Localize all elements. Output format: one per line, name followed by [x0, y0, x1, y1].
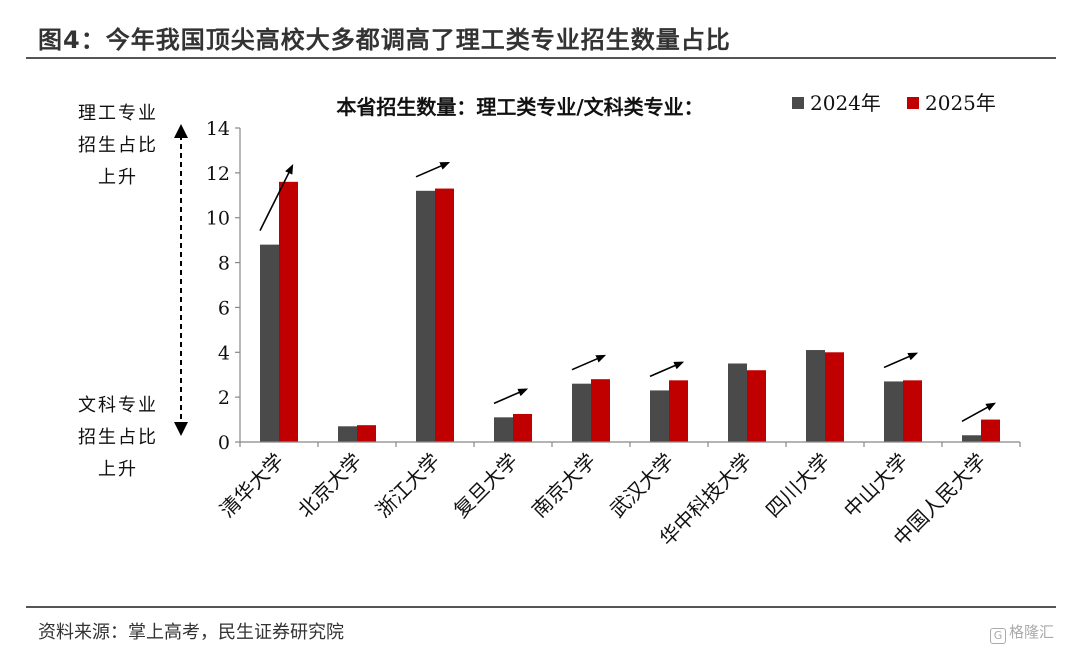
- bar-2024: [962, 435, 981, 442]
- bar-2024: [884, 381, 903, 442]
- bar-2025: [357, 425, 376, 442]
- source-note: 资料来源：掌上高考，民生证券研究院: [38, 622, 344, 643]
- x-tick-label: 武汉大学: [605, 449, 679, 523]
- side-note-up: 理工专业 招生占比 上升: [58, 98, 178, 194]
- y-axis: 0 2 4 6 8 10 12 14: [206, 118, 241, 454]
- increase-arrows: [259, 162, 997, 422]
- legend-swatch-2025: [907, 97, 919, 109]
- y-tick-label: 6: [218, 297, 230, 319]
- side-note-up-line: 上升: [98, 167, 138, 188]
- bar-2024: [650, 390, 669, 442]
- bar-2025: [903, 380, 922, 442]
- bar-2024: [338, 426, 357, 442]
- bar-2025: [747, 370, 766, 442]
- y-tick-label: 12: [206, 163, 230, 185]
- bar-2025: [435, 188, 454, 442]
- side-arrow: [174, 124, 188, 436]
- bar-2024: [728, 363, 747, 442]
- legend-label-2024: 2024年: [810, 91, 881, 115]
- footer-rule: [26, 606, 1056, 608]
- increase-arrow: [259, 164, 294, 231]
- bar-2025: [825, 352, 844, 442]
- watermark-text: 格隆汇: [1009, 623, 1055, 641]
- x-tick-label: 清华大学: [215, 449, 289, 523]
- side-note-down-line: 招生占比: [78, 427, 158, 448]
- y-tick-label: 4: [218, 342, 230, 364]
- increase-arrow: [883, 352, 919, 369]
- x-tick-label: 浙江大学: [371, 449, 445, 523]
- increase-arrow: [571, 354, 607, 371]
- increase-arrow: [415, 162, 451, 178]
- figure-title: 图4：今年我国顶尖高校大多都调高了理工类专业招生数量占比: [38, 26, 731, 54]
- side-note-up-line: 理工专业: [78, 103, 158, 124]
- bar-2025: [669, 380, 688, 442]
- y-tick-label: 14: [206, 118, 230, 140]
- bar-2024: [416, 190, 435, 442]
- side-note-up-line: 招生占比: [78, 135, 158, 156]
- side-arrow-head-up: [174, 124, 188, 138]
- bars: [260, 181, 1000, 443]
- x-tick-label: 复旦大学: [449, 449, 523, 523]
- bar-2025: [279, 181, 298, 443]
- legend-swatch-2024: [792, 97, 804, 109]
- side-note-down: 文科专业 招生占比 上升: [58, 390, 178, 486]
- side-note-down-line: 上升: [98, 459, 138, 480]
- legend: 2024年 2025年: [792, 91, 996, 115]
- side-note-down-line: 文科专业: [78, 395, 158, 416]
- watermark: G 格隆汇: [990, 621, 1054, 644]
- bar-2025: [591, 379, 610, 442]
- x-tick-label: 南京大学: [527, 449, 601, 523]
- bar-2024: [260, 244, 279, 442]
- x-tick-label: 中山大学: [839, 449, 913, 523]
- bar-2025: [981, 419, 1000, 442]
- y-tick-label: 2: [218, 387, 230, 409]
- chart-title: 本省招生数量：理工类专业/文科类专业：: [336, 95, 703, 119]
- side-arrow-head-down: [174, 422, 188, 436]
- x-tick-label: 北京大学: [293, 449, 367, 523]
- x-tick-label: 四川大学: [761, 449, 835, 523]
- increase-arrow: [961, 402, 997, 422]
- bar-2025: [513, 413, 532, 442]
- bar-2024: [572, 383, 591, 442]
- title-rule: [26, 57, 1056, 59]
- watermark-logo-icon: G: [990, 628, 1006, 644]
- legend-label-2025: 2025年: [925, 91, 996, 115]
- increase-arrow: [649, 361, 685, 378]
- y-tick-label: 8: [218, 253, 230, 275]
- bar-2024: [494, 417, 513, 442]
- increase-arrow: [493, 388, 529, 405]
- bar-2024: [806, 350, 825, 442]
- y-tick-label: 0: [218, 432, 230, 454]
- y-tick-label: 10: [206, 208, 230, 230]
